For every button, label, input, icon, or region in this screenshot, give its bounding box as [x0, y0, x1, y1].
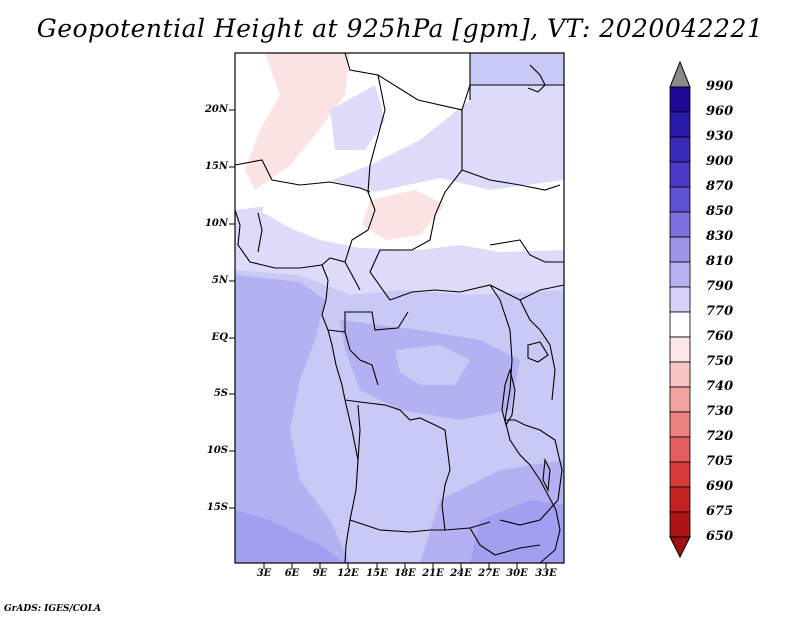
- colorbar-label: 790: [706, 279, 734, 294]
- lon-label: 21E: [422, 568, 444, 579]
- field-lav3-ocean: [235, 275, 350, 563]
- border-zimbabwe: [469, 527, 541, 556]
- border-congo: [344, 331, 379, 386]
- field-lav4-se: [470, 500, 564, 563]
- lon-label: 24E: [450, 568, 472, 579]
- field-lav2-inner: [395, 345, 470, 385]
- lon-label: 33E: [535, 568, 557, 579]
- lake-malawi: [542, 458, 551, 492]
- colorbar-swatch: [669, 361, 691, 388]
- border-chad-car-sudan: [369, 74, 564, 301]
- sinai-coast: [527, 64, 546, 93]
- colorbar-swatch: [669, 411, 691, 438]
- colorbar-swatch: [669, 486, 691, 513]
- grads-credit: GrADS: IGES/COLA: [4, 604, 102, 614]
- lat-label: 15S: [206, 502, 228, 513]
- colorbar-label: 930: [706, 129, 734, 144]
- colorbar-label: 990: [706, 79, 734, 94]
- colorbar-label: 730: [706, 404, 734, 419]
- colorbar-label: 770: [706, 304, 734, 319]
- colorbar-swatch: [669, 461, 691, 488]
- colorbar-label: 850: [706, 204, 734, 219]
- height-field: [235, 53, 564, 563]
- lat-label: 5N: [211, 275, 228, 286]
- border-sudan-south: [461, 169, 561, 191]
- country-borders: [235, 53, 564, 563]
- colorbar-swatch: [669, 211, 691, 238]
- map-title: Geopotential Height at 925hPa [gpm], VT:…: [36, 14, 764, 43]
- border-niger-chad: [344, 53, 386, 263]
- lon-label: 9E: [312, 568, 328, 579]
- border-tanzania-zambia: [499, 419, 563, 526]
- colorbar-swatch: [669, 111, 691, 138]
- lon-label: 12E: [337, 568, 359, 579]
- lat-label: 10S: [206, 445, 228, 456]
- colorbar: [669, 60, 691, 559]
- colorbar-swatch: [669, 236, 691, 263]
- lon-label: 6E: [284, 568, 300, 579]
- lon-label: 18E: [394, 568, 416, 579]
- lon-label: 15E: [366, 568, 388, 579]
- field-lav4-sw: [235, 510, 345, 563]
- lake-victoria: [527, 341, 549, 363]
- field-lav-ne: [470, 53, 564, 85]
- colorbar-label: 705: [706, 454, 734, 469]
- lat-label: 5S: [213, 388, 228, 399]
- border-uganda-kenya: [519, 299, 556, 401]
- lon-label: 3E: [256, 568, 272, 579]
- border-ghana: [257, 212, 263, 253]
- border-angola-west: [357, 404, 361, 461]
- colorbar-swatch: [669, 436, 691, 463]
- colorbar-swatch: [669, 386, 691, 413]
- lat-label: 10N: [204, 218, 228, 229]
- colorbar-swatch: [669, 336, 691, 363]
- border-mozambique: [539, 479, 561, 563]
- colorbar-label: 750: [706, 354, 734, 369]
- colorbar-label: 810: [706, 254, 734, 269]
- colorbar-swatch: [669, 161, 691, 188]
- border-south-sudan: [489, 239, 564, 263]
- border-sahel: [235, 159, 371, 193]
- lat-label: 20N: [204, 104, 228, 115]
- colorbar-label: 675: [706, 504, 734, 519]
- colorbar-swatch: [669, 86, 691, 113]
- colorbar-arrow-top: [669, 60, 691, 88]
- colorbar-label: 690: [706, 479, 734, 494]
- lat-label: EQ: [211, 332, 228, 343]
- colorbar-label: 760: [706, 329, 734, 344]
- colorbar-label: 720: [706, 429, 734, 444]
- border-rift: [489, 284, 541, 481]
- border-angola: [344, 399, 451, 531]
- axis-ticks: [229, 109, 547, 569]
- colorbar-label: 900: [706, 154, 734, 169]
- lake-tanganyika: [501, 368, 516, 427]
- colorbar-swatch: [669, 261, 691, 288]
- plot-frame: [234, 52, 565, 564]
- colorbar-swatch: [669, 511, 691, 538]
- colorbar-arrow-bottom: [669, 536, 691, 559]
- colorbar-label: 960: [706, 104, 734, 119]
- colorbar-label: 830: [706, 229, 734, 244]
- colorbar-swatch: [669, 311, 691, 338]
- colorbar-label: 870: [706, 179, 734, 194]
- border-cameroon: [321, 257, 361, 291]
- colorbar-swatch: [669, 286, 691, 313]
- colorbar-label: 740: [706, 379, 734, 394]
- lat-label: 15N: [204, 161, 228, 172]
- colorbar-swatch: [669, 186, 691, 213]
- field-pink-west: [245, 53, 350, 190]
- colorbar-label: 650: [706, 529, 734, 544]
- colorbar-swatch: [669, 136, 691, 163]
- field-pink-central: [362, 190, 445, 240]
- field-lav-patch: [330, 85, 385, 150]
- lon-label: 27E: [478, 568, 500, 579]
- lon-label: 30E: [506, 568, 528, 579]
